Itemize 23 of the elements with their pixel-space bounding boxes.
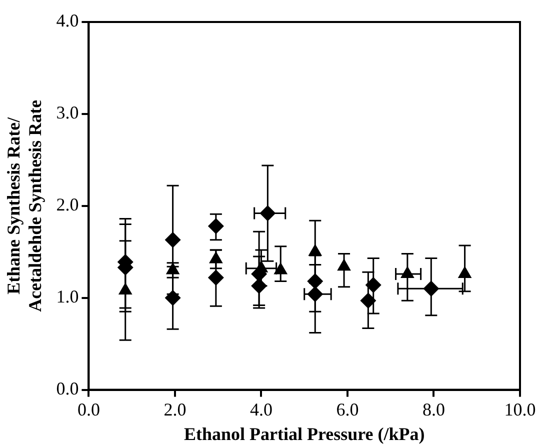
y-tick-label: 4.0 <box>56 10 79 31</box>
x-tick-label: 10.0 <box>504 399 536 420</box>
y-axis-title: Ethane Synthesis Rate/ Acetaldehde Synthesis Rate <box>3 100 46 312</box>
point <box>208 270 224 286</box>
point <box>260 205 276 222</box>
x-tick-label: 4.0 <box>250 399 272 420</box>
point <box>360 292 376 309</box>
y-tick-label: 3.0 <box>56 102 79 123</box>
x-tick-label: 6.0 <box>336 399 359 420</box>
point <box>307 286 324 302</box>
x-tick-label: 0.0 <box>77 399 100 420</box>
point <box>423 280 440 297</box>
point <box>307 273 324 290</box>
y-tick-label: 0.0 <box>56 378 79 399</box>
x-tick-label: 8.0 <box>422 399 445 420</box>
point <box>208 218 224 234</box>
point <box>164 232 181 248</box>
x-axis-title: Ethanol Partial Pressure (/kPa) <box>184 424 425 444</box>
point <box>164 290 181 306</box>
y-tick-label: 1.0 <box>56 286 79 307</box>
x-tick-label: 2.0 <box>164 399 186 420</box>
y-tick-label: 2.0 <box>56 194 79 215</box>
point <box>365 276 382 293</box>
